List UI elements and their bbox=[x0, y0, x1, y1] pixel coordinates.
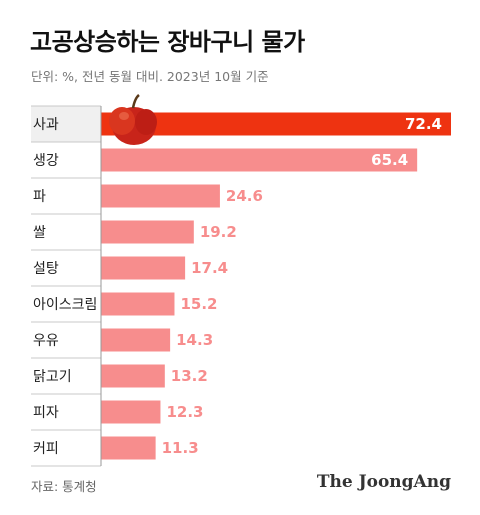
value-labels: 72.4 65.4 24.6 19.2 17.4 15.2 14.3 13.2 12.3 11.3 bbox=[162, 115, 442, 457]
row-bands bbox=[31, 106, 101, 142]
bar-0 bbox=[101, 112, 451, 136]
row-dividers bbox=[31, 105, 101, 467]
category-label-6: 우유 bbox=[33, 333, 59, 349]
value-label-1: 65.4 bbox=[371, 151, 408, 169]
publisher-logo: The JoongAng bbox=[316, 472, 451, 492]
category-label-7: 닭고기 bbox=[33, 369, 72, 385]
value-label-7: 13.2 bbox=[171, 367, 208, 385]
bar-8 bbox=[101, 400, 161, 424]
bar-3 bbox=[101, 220, 194, 244]
category-label-2: 파 bbox=[33, 189, 46, 205]
value-label-2: 24.6 bbox=[226, 187, 263, 205]
bar-5 bbox=[101, 292, 175, 316]
category-label-3: 쌀 bbox=[33, 225, 46, 241]
value-label-0: 72.4 bbox=[405, 115, 442, 133]
category-label-5: 아이스크림 bbox=[33, 297, 97, 313]
category-label-1: 생강 bbox=[33, 153, 59, 169]
category-label-8: 피자 bbox=[33, 405, 59, 421]
source-note: 자료: 통계청 bbox=[31, 479, 97, 494]
bar-2 bbox=[101, 184, 220, 208]
value-label-6: 14.3 bbox=[176, 331, 213, 349]
bar-7 bbox=[101, 364, 165, 388]
chart-title: 고공상승하는 장바구니 물가 bbox=[30, 28, 305, 56]
row-band bbox=[31, 106, 101, 142]
category-label-9: 커피 bbox=[33, 441, 59, 457]
apple-icon bbox=[109, 94, 157, 145]
value-label-9: 11.3 bbox=[162, 439, 199, 457]
bar-6 bbox=[101, 328, 171, 352]
bar-9 bbox=[101, 436, 156, 460]
value-label-3: 19.2 bbox=[200, 223, 237, 241]
value-label-8: 12.3 bbox=[166, 403, 203, 421]
bar-1 bbox=[101, 148, 418, 172]
chart-subtitle: 단위: %, 전년 동월 대비. 2023년 10월 기준 bbox=[31, 69, 269, 84]
value-label-4: 17.4 bbox=[191, 259, 228, 277]
bars bbox=[101, 112, 451, 460]
category-label-4: 설탕 bbox=[33, 261, 59, 277]
category-label-0: 사과 bbox=[33, 117, 59, 133]
bar-4 bbox=[101, 256, 186, 280]
value-label-5: 15.2 bbox=[180, 295, 217, 313]
